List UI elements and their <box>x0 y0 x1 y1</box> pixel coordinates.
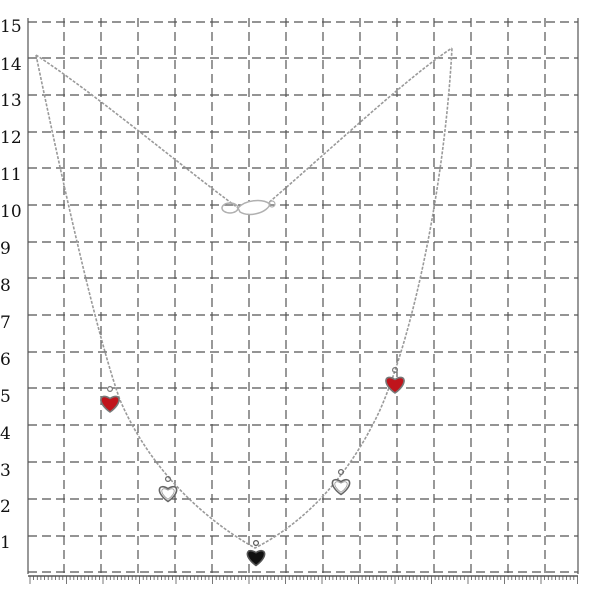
y-axis-label: 14 <box>0 55 22 75</box>
charm-bail <box>165 476 172 483</box>
y-axis-label: 11 <box>0 165 22 185</box>
necklace-chain-inner <box>35 47 453 209</box>
charm-bail <box>253 539 260 546</box>
heart-inner-edge <box>334 481 348 493</box>
y-axis-label: 7 <box>0 313 11 333</box>
heart-outline-icon <box>158 485 178 503</box>
y-axis-label: 5 <box>0 387 11 407</box>
bottom-ruler <box>28 575 578 584</box>
red-heart-charm-right <box>385 367 405 394</box>
necklace <box>35 47 453 567</box>
y-axis-label: 9 <box>0 239 11 259</box>
charm-bail <box>392 367 399 374</box>
heart-icon <box>385 376 405 394</box>
charm-bail <box>338 469 345 476</box>
y-axis-label: 8 <box>0 276 11 296</box>
red-heart-charm-left <box>100 386 120 413</box>
y-axis-label: 13 <box>0 91 22 111</box>
y-axis-label: 6 <box>0 350 11 370</box>
y-axis-label: 10 <box>0 202 22 222</box>
y-axis-label: 15 <box>0 17 22 37</box>
y-axis-label: 1 <box>0 533 11 553</box>
open-heart-charm-left <box>158 476 178 503</box>
heart-outline-icon <box>331 478 351 496</box>
charm-bail <box>106 386 113 393</box>
black-heart-charm-center <box>246 539 266 567</box>
heart-inner-edge <box>161 488 175 500</box>
lobster-clasp-icon <box>221 199 276 216</box>
y-axis-labels: 15 14 13 12 11 10 9 8 7 6 5 4 3 2 1 <box>0 17 22 553</box>
heart-icon <box>100 395 120 413</box>
y-axis-label: 2 <box>0 497 11 517</box>
necklace-chain-outer <box>35 47 453 549</box>
open-heart-charm-right <box>331 469 351 496</box>
charms <box>100 367 405 567</box>
y-axis-label: 12 <box>0 128 22 148</box>
grid-lines <box>27 18 579 574</box>
y-axis-label: 4 <box>0 424 11 444</box>
y-axis-label: 3 <box>0 461 11 481</box>
heart-icon <box>246 549 266 567</box>
